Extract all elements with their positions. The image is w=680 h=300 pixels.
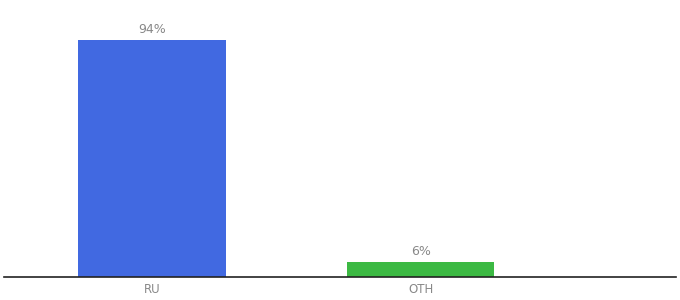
Text: 94%: 94% [138, 23, 166, 36]
Text: 6%: 6% [411, 245, 430, 258]
Bar [347, 262, 494, 277]
Bar [78, 40, 226, 277]
